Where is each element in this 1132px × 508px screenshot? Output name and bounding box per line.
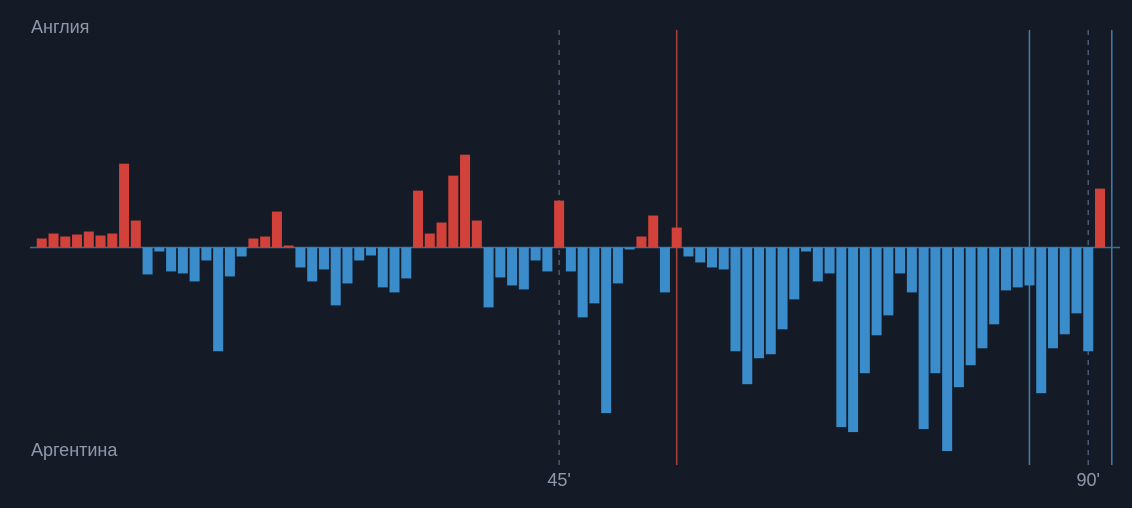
bar: [60, 236, 71, 248]
bar: [1012, 247, 1023, 288]
bar: [1071, 247, 1082, 314]
bar: [871, 247, 882, 336]
bar: [1083, 247, 1094, 352]
bar: [883, 247, 894, 316]
bar: [565, 247, 576, 272]
bar: [448, 175, 459, 248]
bar: [589, 247, 600, 304]
bar: [48, 233, 59, 248]
bar: [683, 247, 694, 257]
bar: [389, 247, 400, 293]
bar: [977, 247, 988, 349]
bar: [283, 245, 294, 248]
bar: [989, 247, 1000, 325]
bar: [507, 247, 518, 286]
bar: [260, 236, 271, 248]
bar: [777, 247, 788, 330]
bar: [342, 247, 353, 284]
bar: [742, 247, 753, 385]
bar: [224, 247, 235, 277]
bar: [495, 247, 506, 278]
bar: [248, 238, 259, 248]
bar: [119, 163, 130, 248]
x-tick-label: 45': [547, 470, 570, 490]
bar: [577, 247, 588, 318]
bar: [83, 231, 94, 248]
bar: [36, 238, 47, 248]
bar: [154, 247, 165, 252]
bar: [601, 247, 612, 414]
x-tick-label: 90': [1077, 470, 1100, 490]
bar: [636, 236, 647, 248]
bar: [201, 247, 212, 261]
bar: [659, 247, 670, 293]
bar: [271, 211, 282, 248]
bar: [295, 247, 306, 268]
bar: [895, 247, 906, 274]
bar: [1059, 247, 1070, 335]
bar: [142, 247, 153, 275]
bar: [330, 247, 341, 306]
bar: [612, 247, 623, 284]
bar: [812, 247, 823, 282]
bar: [483, 247, 494, 308]
bar: [318, 247, 329, 270]
bar: [765, 247, 776, 355]
bar: [542, 247, 553, 272]
bar: [460, 154, 471, 248]
bar: [671, 227, 682, 248]
bar: [824, 247, 835, 274]
bar: [177, 247, 188, 274]
bar: [424, 233, 435, 248]
bar: [213, 247, 224, 352]
bar: [695, 247, 706, 263]
bar: [1024, 247, 1035, 286]
bar: [365, 247, 376, 256]
bar: [789, 247, 800, 300]
bar: [554, 200, 565, 248]
bar: [236, 247, 247, 257]
bar: [754, 247, 765, 359]
bar: [848, 247, 859, 433]
bar: [1036, 247, 1047, 394]
bar: [377, 247, 388, 288]
bar: [953, 247, 964, 388]
bar: [471, 220, 482, 248]
bar: [413, 190, 424, 248]
bar: [930, 247, 941, 374]
bar: [706, 247, 717, 268]
bar: [354, 247, 365, 261]
bar: [1047, 247, 1058, 349]
bar: [107, 233, 118, 248]
bar: [95, 235, 106, 248]
bar: [436, 222, 447, 248]
bar: [918, 247, 929, 430]
bar: [401, 247, 412, 279]
bar: [906, 247, 917, 293]
bar: [130, 220, 141, 248]
bar: [718, 247, 729, 270]
bar: [530, 247, 541, 261]
bar: [965, 247, 976, 366]
bar: [307, 247, 318, 282]
home-team-label: Англия: [31, 17, 89, 37]
bar: [1000, 247, 1011, 291]
bar: [189, 247, 200, 282]
away-team-label: Аргентина: [31, 440, 118, 460]
bar: [166, 247, 177, 272]
bar: [730, 247, 741, 352]
bar: [72, 234, 83, 248]
bar: [648, 215, 659, 248]
bar: [1095, 188, 1106, 248]
bar: [624, 247, 635, 250]
bar: [859, 247, 870, 374]
bar: [518, 247, 529, 290]
bar: [836, 247, 847, 428]
bar: [801, 247, 812, 252]
bar: [942, 247, 953, 452]
